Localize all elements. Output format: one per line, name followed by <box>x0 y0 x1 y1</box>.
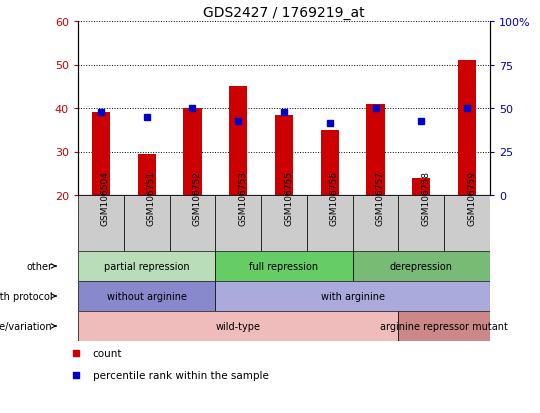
FancyBboxPatch shape <box>307 195 353 252</box>
Text: growth protocol: growth protocol <box>0 291 52 301</box>
Bar <box>412 178 430 195</box>
FancyBboxPatch shape <box>78 195 124 252</box>
FancyBboxPatch shape <box>78 281 215 311</box>
Text: GSM106753: GSM106753 <box>238 171 247 226</box>
Text: arginine repressor mutant: arginine repressor mutant <box>380 321 508 331</box>
Text: other: other <box>26 261 52 271</box>
Text: GSM106758: GSM106758 <box>421 171 430 226</box>
Title: GDS2427 / 1769219_at: GDS2427 / 1769219_at <box>203 5 365 19</box>
Text: with arginine: with arginine <box>321 291 384 301</box>
Text: GSM106504: GSM106504 <box>101 171 110 225</box>
FancyBboxPatch shape <box>215 195 261 252</box>
Text: GSM106755: GSM106755 <box>284 171 293 226</box>
Text: GSM106756: GSM106756 <box>330 171 339 226</box>
Text: percentile rank within the sample: percentile rank within the sample <box>92 370 268 380</box>
Bar <box>458 61 476 195</box>
Bar <box>367 104 384 195</box>
Text: partial repression: partial repression <box>104 261 190 271</box>
FancyBboxPatch shape <box>399 311 490 341</box>
FancyBboxPatch shape <box>261 195 307 252</box>
Text: without arginine: without arginine <box>107 291 187 301</box>
FancyBboxPatch shape <box>215 252 353 281</box>
Text: genotype/variation: genotype/variation <box>0 321 52 331</box>
Bar <box>92 113 110 195</box>
Text: GSM106759: GSM106759 <box>467 171 476 226</box>
FancyBboxPatch shape <box>78 311 399 341</box>
Bar <box>321 131 339 195</box>
FancyBboxPatch shape <box>78 252 215 281</box>
Text: count: count <box>92 348 122 358</box>
Text: GSM106752: GSM106752 <box>192 171 201 225</box>
FancyBboxPatch shape <box>170 195 215 252</box>
Bar <box>275 115 293 195</box>
FancyBboxPatch shape <box>399 195 444 252</box>
Bar <box>183 109 201 195</box>
FancyBboxPatch shape <box>353 252 490 281</box>
Bar <box>229 87 247 195</box>
Text: GSM106757: GSM106757 <box>375 171 384 226</box>
Text: wild-type: wild-type <box>215 321 261 331</box>
FancyBboxPatch shape <box>353 195 399 252</box>
Text: GSM106751: GSM106751 <box>147 171 156 226</box>
FancyBboxPatch shape <box>444 195 490 252</box>
FancyBboxPatch shape <box>124 195 170 252</box>
FancyBboxPatch shape <box>215 281 490 311</box>
Bar <box>138 154 156 195</box>
Text: derepression: derepression <box>390 261 453 271</box>
Text: full repression: full repression <box>249 261 319 271</box>
